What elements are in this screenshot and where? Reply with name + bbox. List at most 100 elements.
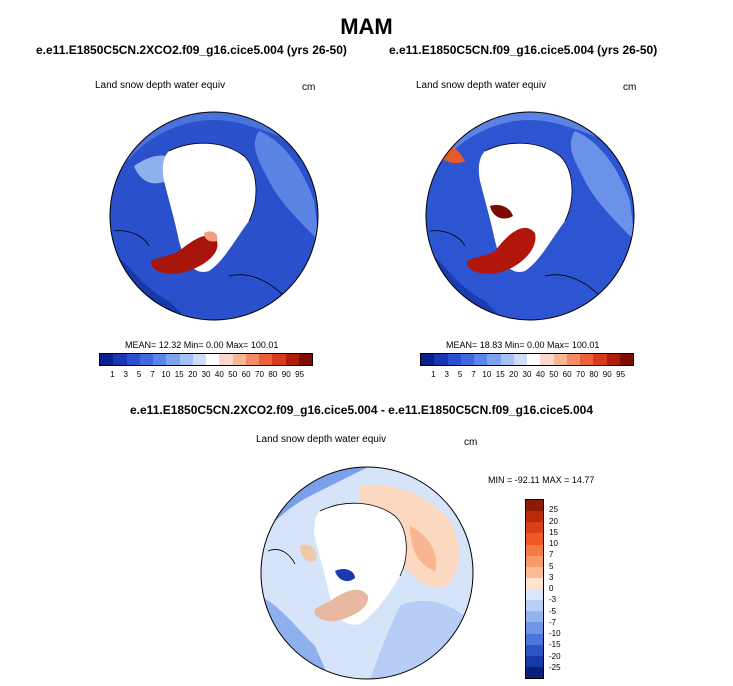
colorbar-swatch (513, 354, 527, 365)
colorbar-tick-label: -25 (549, 662, 561, 672)
colorbar-swatch (526, 655, 543, 667)
colorbar-tick-label: 70 (255, 370, 264, 379)
colorbar-tick-label: 15 (495, 370, 505, 379)
colorbar-swatch (153, 354, 167, 365)
colorbar-tick-label: -5 (549, 606, 557, 616)
colorbar-swatch (500, 354, 514, 365)
colorbar-swatch (272, 354, 286, 365)
colorbar-tick-label: 25 (549, 505, 558, 515)
colorbar-tick-label: 30 (201, 370, 211, 379)
colorbar-swatch (179, 354, 193, 365)
colorbar-swatch (526, 522, 543, 534)
colorbar-tick-label: 15 (549, 527, 558, 537)
panel3-title: e.e11.E1850C5CN.2XCO2.f09_g16.cice5.004 … (130, 403, 593, 417)
colorbar-tick-label: 20 (509, 370, 519, 379)
colorbar-swatch (298, 354, 312, 365)
colorbar-tick-label: 20 (549, 516, 558, 526)
colorbar-tick-label: 1 (431, 370, 436, 379)
panel1-stats: MEAN= 12.32 Min= 0.00 Max= 100.01 (125, 340, 279, 350)
colorbar-swatch (421, 354, 435, 365)
colorbar-tick-label: 95 (295, 370, 305, 379)
colorbar-swatch (526, 533, 543, 545)
colorbar-swatch (527, 354, 541, 365)
colorbar-tick-label: 80 (589, 370, 599, 379)
colorbar-swatch (526, 566, 543, 578)
colorbar-tick-label: 80 (268, 370, 278, 379)
colorbar-tick-label: 50 (549, 370, 559, 379)
panel2-title: e.e11.E1850C5CN.f09_g16.cice5.004 (yrs 2… (389, 43, 658, 57)
colorbar-tick-label: 1 (110, 370, 115, 379)
colorbar-swatch (580, 354, 594, 365)
colorbar-swatch (487, 354, 501, 365)
colorbar-swatch (285, 354, 299, 365)
colorbar-tick-label: 70 (576, 370, 585, 379)
colorbar-swatch (526, 589, 543, 601)
colorbar-swatch (259, 354, 273, 365)
colorbar-tick-label: 5 (457, 370, 463, 379)
panel2-colorbar-labels: 1 3 5 7 10 15 20 30 40 50 60 70 80 90 95 (420, 370, 641, 379)
colorbar-tick-label: -7 (549, 617, 557, 627)
colorbar-swatch (526, 644, 543, 656)
panel1-variable-label: Land snow depth water equiv (95, 80, 226, 91)
colorbar-swatch (566, 354, 580, 365)
colorbar-tick-label: 3 (549, 572, 554, 582)
panel3-stats: MIN = -92.11 MAX = 14.77 (488, 475, 595, 485)
panel2-stats: MEAN= 18.83 Min= 0.00 Max= 100.01 (446, 340, 600, 350)
colorbar-swatch (540, 354, 554, 365)
colorbar-swatch (126, 354, 140, 365)
colorbar-tick-label: 5 (136, 370, 142, 379)
panel1-colorbar (99, 353, 313, 366)
colorbar-swatch (526, 577, 543, 589)
colorbar-swatch (526, 622, 543, 634)
panel2-polar-map (425, 111, 635, 321)
colorbar-tick-label: 10 (161, 370, 171, 379)
colorbar-swatch (526, 555, 543, 567)
colorbar-tick-label: -10 (549, 629, 561, 638)
colorbar-swatch (100, 354, 114, 365)
colorbar-swatch (619, 354, 633, 365)
panel3-units-label: cm (464, 437, 478, 448)
colorbar-tick-label: 30 (522, 370, 532, 379)
colorbar-swatch (526, 666, 543, 678)
panel3-variable-label: Land snow depth water equiv (256, 434, 387, 445)
colorbar-tick-label: 20 (188, 370, 198, 379)
panel3-colorbar (525, 499, 544, 679)
colorbar-tick-label: 60 (241, 370, 251, 379)
panel1-title: e.e11.E1850C5CN.2XCO2.f09_g16.cice5.004 … (36, 43, 347, 57)
colorbar-swatch (447, 354, 461, 365)
colorbar-swatch (526, 500, 543, 512)
colorbar-tick-label: -3 (549, 595, 557, 605)
colorbar-swatch (245, 354, 259, 365)
panel3-polar-map (260, 466, 474, 680)
colorbar-tick-label: 90 (602, 370, 612, 379)
colorbar-swatch (219, 354, 233, 365)
colorbar-tick-label: 3 (444, 370, 449, 379)
colorbar-swatch (593, 354, 607, 365)
colorbar-swatch (526, 600, 543, 612)
colorbar-swatch (526, 633, 543, 645)
colorbar-swatch (206, 354, 220, 365)
colorbar-swatch (460, 354, 474, 365)
panel1-units-label: cm (302, 82, 316, 93)
colorbar-tick-label: 7 (549, 550, 554, 560)
colorbar-tick-label: -15 (549, 640, 561, 650)
colorbar-swatch (606, 354, 620, 365)
panel2-variable-label: Land snow depth water equiv (416, 80, 547, 91)
colorbar-tick-label: 0 (549, 584, 554, 593)
colorbar-tick-label: -20 (549, 651, 561, 661)
panel2-colorbar (420, 353, 634, 366)
colorbar-tick-label: 90 (281, 370, 291, 379)
colorbar-swatch (526, 611, 543, 623)
panel2-units-label: cm (623, 82, 637, 93)
colorbar-swatch (434, 354, 448, 365)
colorbar-tick-label: 3 (123, 370, 128, 379)
colorbar-swatch (553, 354, 567, 365)
colorbar-tick-label: 15 (174, 370, 184, 379)
panel1-polar-map (109, 111, 319, 321)
figure-title: MAM (340, 14, 393, 39)
colorbar-swatch (232, 354, 246, 365)
colorbar-swatch (192, 354, 206, 365)
colorbar-tick-label: 60 (562, 370, 572, 379)
colorbar-tick-label: 7 (471, 370, 476, 379)
colorbar-tick-label: 10 (482, 370, 492, 379)
